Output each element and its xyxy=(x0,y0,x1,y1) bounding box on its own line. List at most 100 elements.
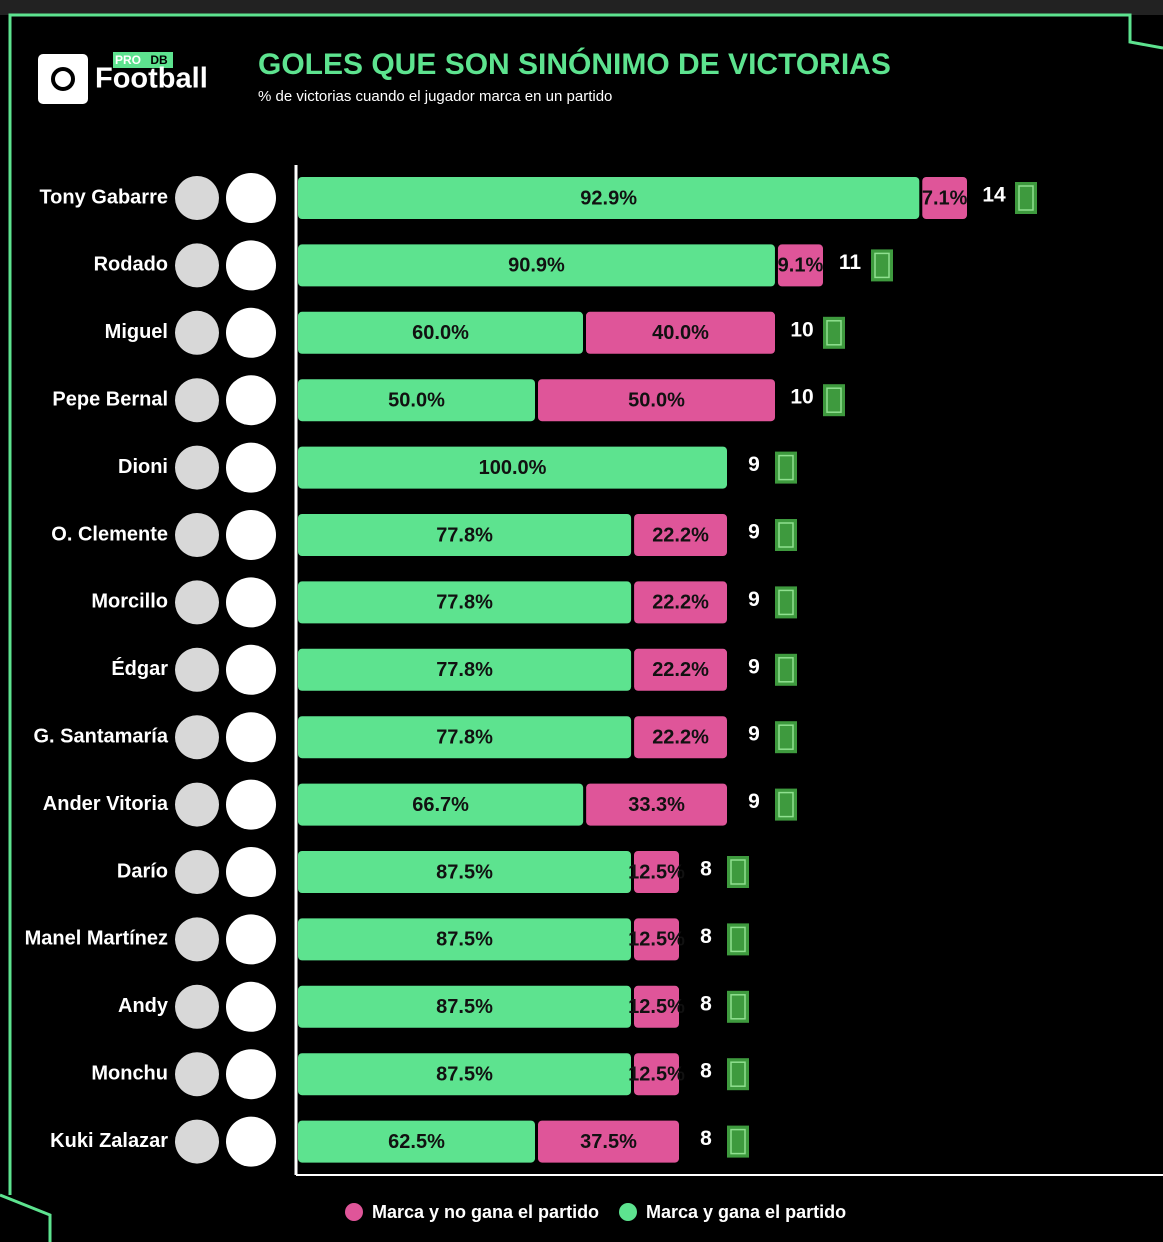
value-label: 92.9% xyxy=(580,187,637,209)
matches-label: 9 xyxy=(748,723,760,746)
player-name: Pepe Bernal xyxy=(52,388,168,410)
bar-segment xyxy=(538,1120,679,1163)
value-label: 60.0% xyxy=(412,322,469,344)
bar-segment xyxy=(634,581,727,624)
matches-label: 9 xyxy=(748,453,760,476)
player-name: Dioni xyxy=(118,456,168,478)
player-name: Morcillo xyxy=(91,591,168,613)
pitch-icon-lines xyxy=(778,791,794,818)
value-label: 33.3% xyxy=(628,794,685,816)
club-crest xyxy=(226,173,276,223)
pitch-icon-lines xyxy=(874,252,890,279)
legend-label: Marca y gana el partido xyxy=(646,1202,846,1222)
logo-pro: PRO xyxy=(115,53,141,67)
value-label: 77.8% xyxy=(436,592,493,614)
bar-segment xyxy=(922,177,967,219)
value-label: 50.0% xyxy=(628,389,685,411)
value-label: 22.2% xyxy=(652,726,709,748)
player-name: Kuki Zalazar xyxy=(50,1130,168,1152)
bar-segment xyxy=(634,918,679,961)
value-label: 87.5% xyxy=(436,861,493,883)
bar-segment xyxy=(634,716,727,759)
legend-label: Marca y no gana el partido xyxy=(372,1202,599,1222)
bar-segment xyxy=(634,514,727,556)
club-crest xyxy=(226,712,276,763)
chart-title: GOLES QUE SON SINÓNIMO DE VICTORIAS xyxy=(258,47,891,81)
player-name: Édgar xyxy=(111,657,168,680)
club-crest xyxy=(226,1049,276,1100)
value-label: 7.1% xyxy=(922,187,968,209)
value-label: 22.2% xyxy=(652,524,709,546)
logo-box xyxy=(38,54,88,104)
bar-segment xyxy=(298,985,631,1028)
matches-label: 8 xyxy=(700,992,712,1015)
player-photo xyxy=(175,445,219,490)
chart-subtitle: % de victorias cuando el jugador marca e… xyxy=(258,88,612,105)
frame xyxy=(8,13,1163,1195)
bar-segment xyxy=(634,985,679,1028)
value-label: 22.2% xyxy=(652,592,709,614)
pitch-icon xyxy=(727,1058,749,1091)
pitch-icon xyxy=(727,990,749,1023)
player-name: Darío xyxy=(117,860,168,882)
pitch-icon xyxy=(775,451,797,484)
player-photo xyxy=(175,1119,219,1164)
bar-segment xyxy=(298,1053,631,1096)
frame-corner xyxy=(0,1193,52,1242)
player-photo xyxy=(175,1052,219,1097)
value-label: 12.5% xyxy=(628,1063,685,1085)
bar-segment xyxy=(634,1053,679,1096)
club-crest xyxy=(226,240,276,291)
value-label: 37.5% xyxy=(580,1131,637,1153)
club-crest xyxy=(226,779,276,830)
pitch-icon xyxy=(1015,182,1037,214)
value-label: 62.5% xyxy=(388,1131,445,1153)
pitch-icon xyxy=(727,856,749,888)
logo-badge xyxy=(113,52,173,68)
legend-swatch xyxy=(345,1203,363,1221)
bar-segment xyxy=(298,311,583,354)
player-photo xyxy=(175,782,219,827)
pitch-icon xyxy=(775,653,797,686)
pitch-icon-lines xyxy=(778,454,794,481)
bar-segment xyxy=(586,783,727,826)
matches-label: 9 xyxy=(748,790,760,813)
club-crest xyxy=(226,644,276,695)
player-name: Ander Vitoria xyxy=(43,793,169,815)
player-photo xyxy=(175,647,219,692)
value-label: 12.5% xyxy=(628,996,685,1018)
pitch-icon-lines xyxy=(826,320,842,346)
player-name: Miguel xyxy=(105,321,168,343)
pitch-icon-lines xyxy=(778,589,794,616)
value-label: 22.2% xyxy=(652,659,709,681)
club-crest xyxy=(226,577,276,628)
player-name: Rodado xyxy=(94,254,168,276)
player-photo xyxy=(175,917,219,962)
matches-label: 10 xyxy=(790,318,813,341)
club-crest xyxy=(226,1116,276,1167)
bar-segment xyxy=(298,379,535,422)
player-photo xyxy=(175,580,219,625)
matches-label: 8 xyxy=(700,1127,712,1150)
bar-segment xyxy=(298,648,632,691)
value-label: 87.5% xyxy=(436,996,493,1018)
value-label: 77.8% xyxy=(436,659,493,681)
player-name: Tony Gabarre xyxy=(39,186,168,208)
value-label: 9.1% xyxy=(778,255,824,277)
player-photo xyxy=(175,984,219,1029)
pitch-icon-lines xyxy=(826,387,842,413)
bar-segment xyxy=(634,851,679,893)
player-photo xyxy=(175,850,219,894)
player-name: Monchu xyxy=(91,1062,168,1084)
bar-segment xyxy=(298,446,727,489)
value-label: 90.9% xyxy=(508,255,565,277)
bar-segment xyxy=(634,648,727,691)
value-label: 77.8% xyxy=(436,726,493,748)
bar-segment xyxy=(298,716,632,759)
matches-label: 10 xyxy=(790,386,813,409)
matches-label: 9 xyxy=(748,588,760,611)
pitch-icon xyxy=(775,586,797,619)
club-crest xyxy=(226,510,276,560)
player-name: Andy xyxy=(118,995,169,1017)
pitch-icon-lines xyxy=(730,926,746,953)
